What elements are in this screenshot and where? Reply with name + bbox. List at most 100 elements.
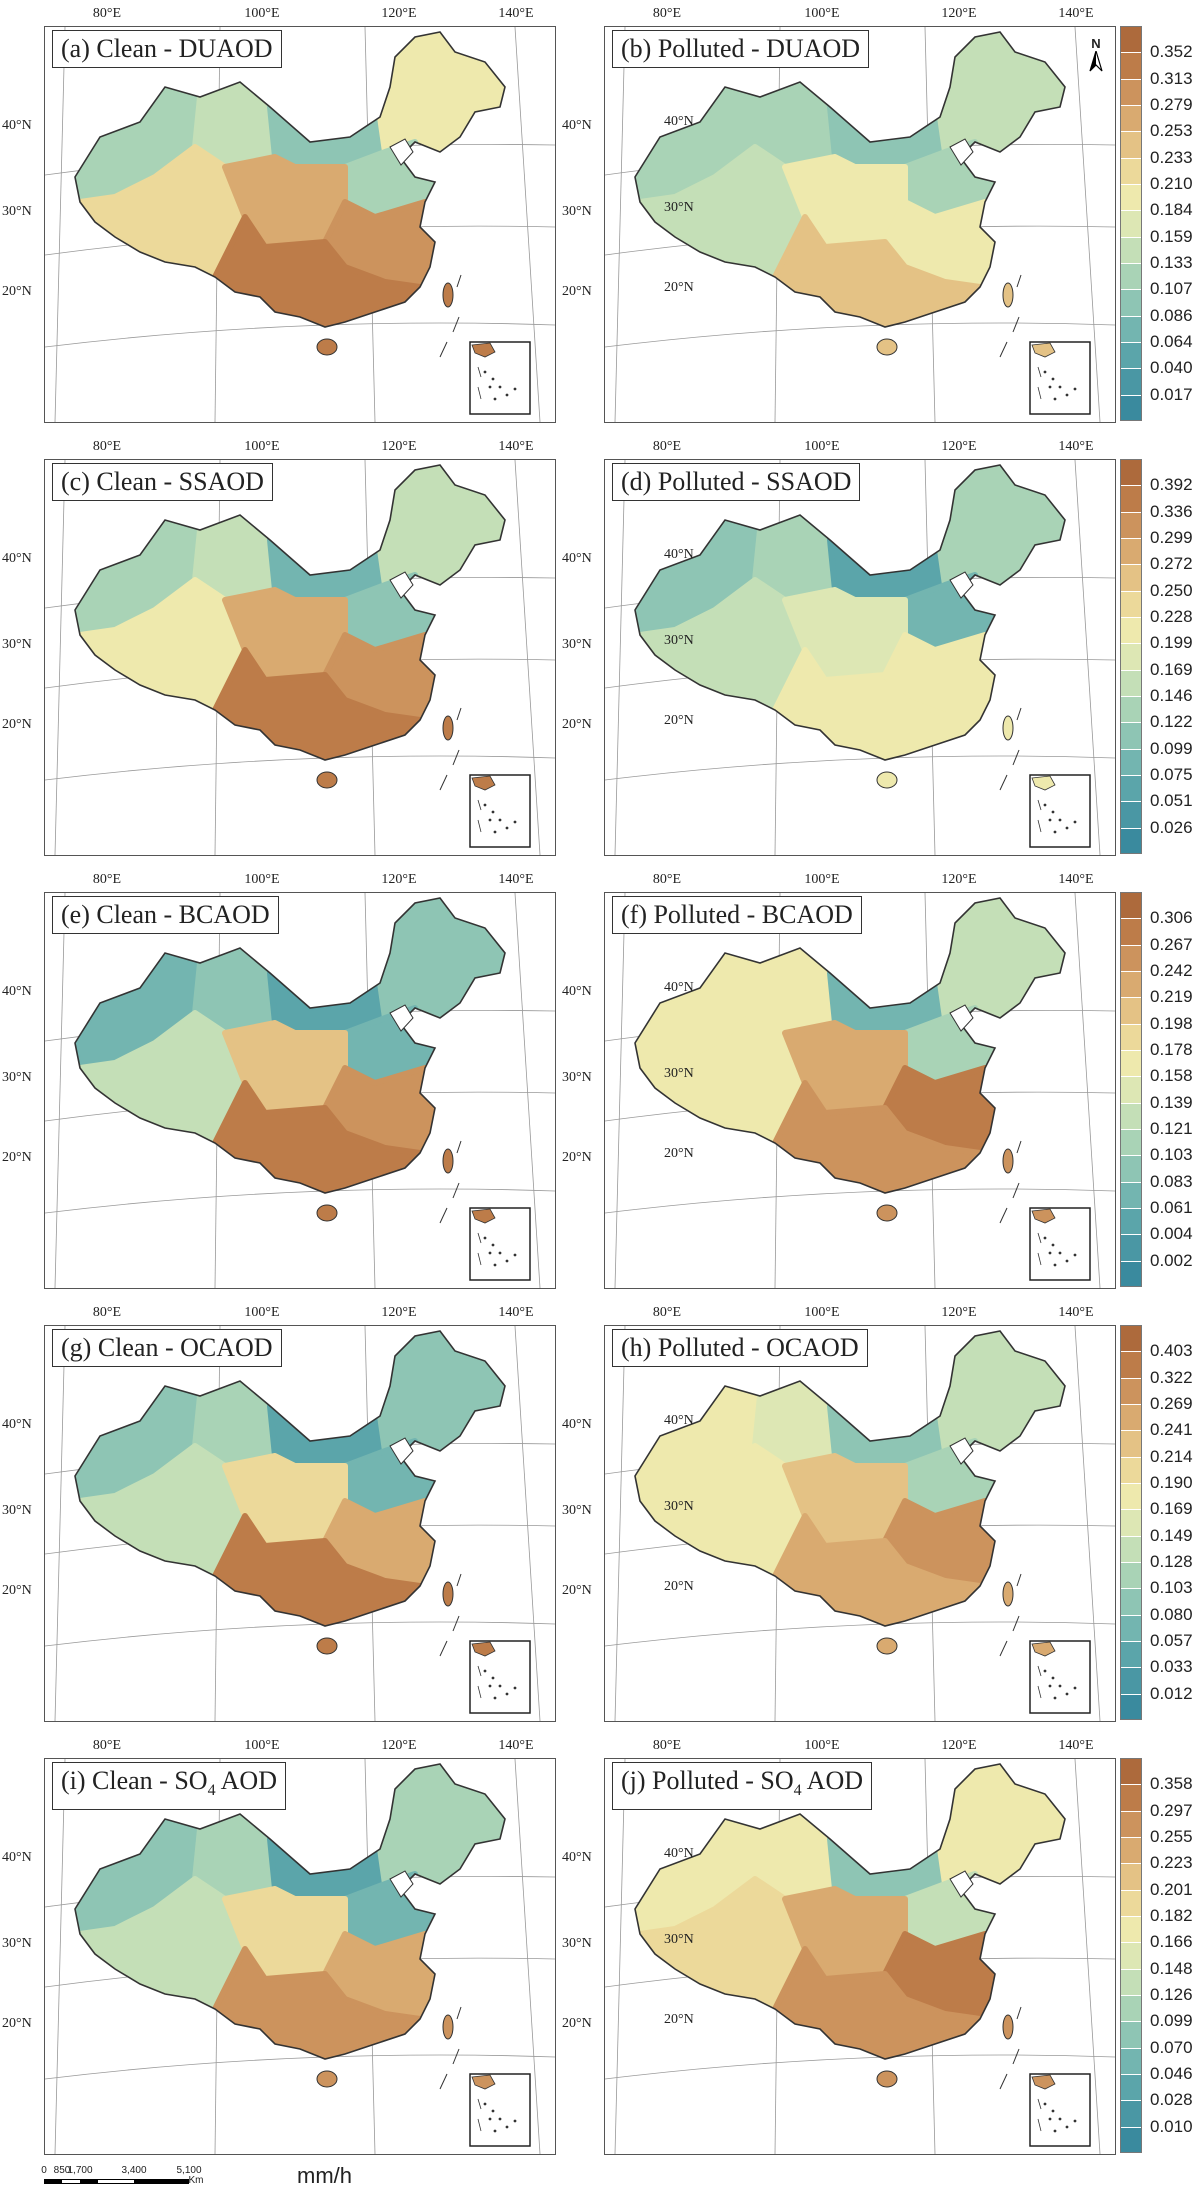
region-northeast-china (377, 1331, 505, 1454)
legend-label: 0.297 (1150, 1800, 1193, 1820)
legend-label: 0.086 (1150, 305, 1193, 325)
panel-title: (c) Clean - SSAOD (52, 463, 273, 501)
longitude-label: 120°E (941, 439, 977, 454)
longitude-gridline (1074, 27, 1101, 422)
legend-label: 0.253 (1150, 121, 1193, 141)
latitude-gridline (45, 322, 555, 348)
longitude-label: 120°E (941, 872, 977, 887)
latitude-label: 30°N (562, 1936, 592, 1951)
latitude-label: 20°N (562, 1583, 592, 1598)
legend-swatch (1120, 1863, 1142, 1890)
legend-swatch (1120, 1667, 1142, 1694)
legend-label: 0.148 (1150, 1958, 1193, 1978)
legend-swatch (1120, 210, 1142, 237)
legend-swatch (1120, 944, 1142, 971)
taiwan-island (1002, 282, 1014, 308)
legend-label: 0.133 (1150, 253, 1193, 272)
legend-swatch (1120, 801, 1142, 828)
legend-label: 0.012 (1150, 1683, 1193, 1703)
country-boundary (74, 897, 506, 1194)
taiwan-island (442, 2014, 454, 2040)
region-northeast-china (377, 898, 505, 1021)
legend-swatch (1120, 1588, 1142, 1615)
longitude-label: 100°E (804, 439, 840, 454)
latitude-label-inside: 30°N (664, 633, 694, 648)
legend-swatch (1120, 1102, 1142, 1129)
taiwan-island (442, 1148, 454, 1174)
legend-label: 0.057 (1150, 1631, 1193, 1650)
south-china-sea-inset (469, 774, 531, 848)
legend-swatch (1120, 1181, 1142, 1208)
longitude-gridline (1074, 460, 1101, 855)
latitude-label-inside: 20°N (664, 1579, 694, 1594)
longitude-gridline (54, 893, 66, 1288)
legend-label: 0.358 (1150, 1774, 1193, 1794)
longitude-label: 100°E (244, 6, 280, 21)
longitude-gridline (614, 460, 626, 855)
legend-swatch (1120, 78, 1142, 105)
map-frame (44, 1758, 556, 2155)
china-map (45, 460, 555, 855)
legend-label: 0.040 (1150, 358, 1193, 378)
island-dash (1012, 316, 1020, 333)
legend-border (1120, 1325, 1142, 1720)
legend-swatch (1120, 2074, 1142, 2101)
longitude-gridline (1074, 893, 1101, 1288)
island-dash (439, 1207, 448, 1224)
country-boundary (634, 1330, 1066, 1627)
legend-label: 0.146 (1150, 686, 1193, 705)
legend-swatch (1120, 1535, 1142, 1562)
longitude-label: 140°E (498, 1305, 534, 1320)
legend-label: 0.061 (1150, 1198, 1193, 1217)
region-northeast-china (937, 465, 1065, 588)
latitude-label: 40°N (562, 118, 592, 133)
legend-label: 0.149 (1150, 1525, 1193, 1545)
longitude-label: 120°E (381, 6, 417, 21)
latitude-label: 40°N (562, 551, 592, 566)
island-dash (999, 2073, 1008, 2090)
bohai-sea (389, 1870, 414, 1898)
legend-label: 0.166 (1150, 1932, 1193, 1952)
legend-label: 0.184 (1150, 200, 1193, 220)
island-dash (999, 774, 1008, 791)
latitude-label: 30°N (562, 1070, 592, 1085)
legend-swatch (1120, 1889, 1142, 1916)
region-northeast-china (377, 32, 505, 155)
legend-swatch (1120, 1050, 1142, 1077)
longitude-label: 100°E (244, 1305, 280, 1320)
legend-swatch (1120, 1208, 1142, 1235)
legend-label: 0.159 (1150, 226, 1193, 246)
island-dash (1012, 1615, 1020, 1632)
island-dash (1012, 1182, 1020, 1199)
legend-label: 0.279 (1150, 95, 1193, 114)
latitude-label: 40°N (2, 118, 32, 133)
legend-label: 0.075 (1150, 765, 1193, 784)
longitude-axis: 80°E 100°E 120°E 140°E (604, 1734, 1116, 1756)
hainan-island (316, 338, 338, 356)
island-dash (1012, 2048, 1020, 2065)
legend-swatch (1120, 1351, 1142, 1378)
latitude-label: 40°N (562, 984, 592, 999)
hainan-island (876, 2070, 898, 2088)
panel-title-suffix: AOD (801, 1766, 864, 1795)
legend-swatch (1120, 775, 1142, 802)
longitude-label: 80°E (92, 439, 122, 454)
legend-label: 0.002 (1150, 1250, 1193, 1270)
map-frame (604, 459, 1116, 856)
legend-swatch (1120, 1562, 1142, 1589)
legend-swatch (1120, 1483, 1142, 1510)
map-frame (604, 1325, 1116, 1722)
legend-label: 0.169 (1150, 1499, 1193, 1519)
bohai-sea (389, 1437, 414, 1465)
panel-title: (b) Polluted - DUAOD (612, 30, 870, 68)
island-dash (999, 1207, 1008, 1224)
legend-swatch (1120, 105, 1142, 132)
country-boundary (634, 464, 1066, 761)
longitude-gridline (514, 893, 541, 1288)
china-map (605, 27, 1115, 422)
longitude-label: 80°E (92, 6, 122, 21)
legend-label: 0.070 (1150, 2037, 1193, 2057)
latitude-label: 20°N (562, 1150, 592, 1165)
legend-swatch (1120, 511, 1142, 538)
longitude-label: 100°E (244, 872, 280, 887)
